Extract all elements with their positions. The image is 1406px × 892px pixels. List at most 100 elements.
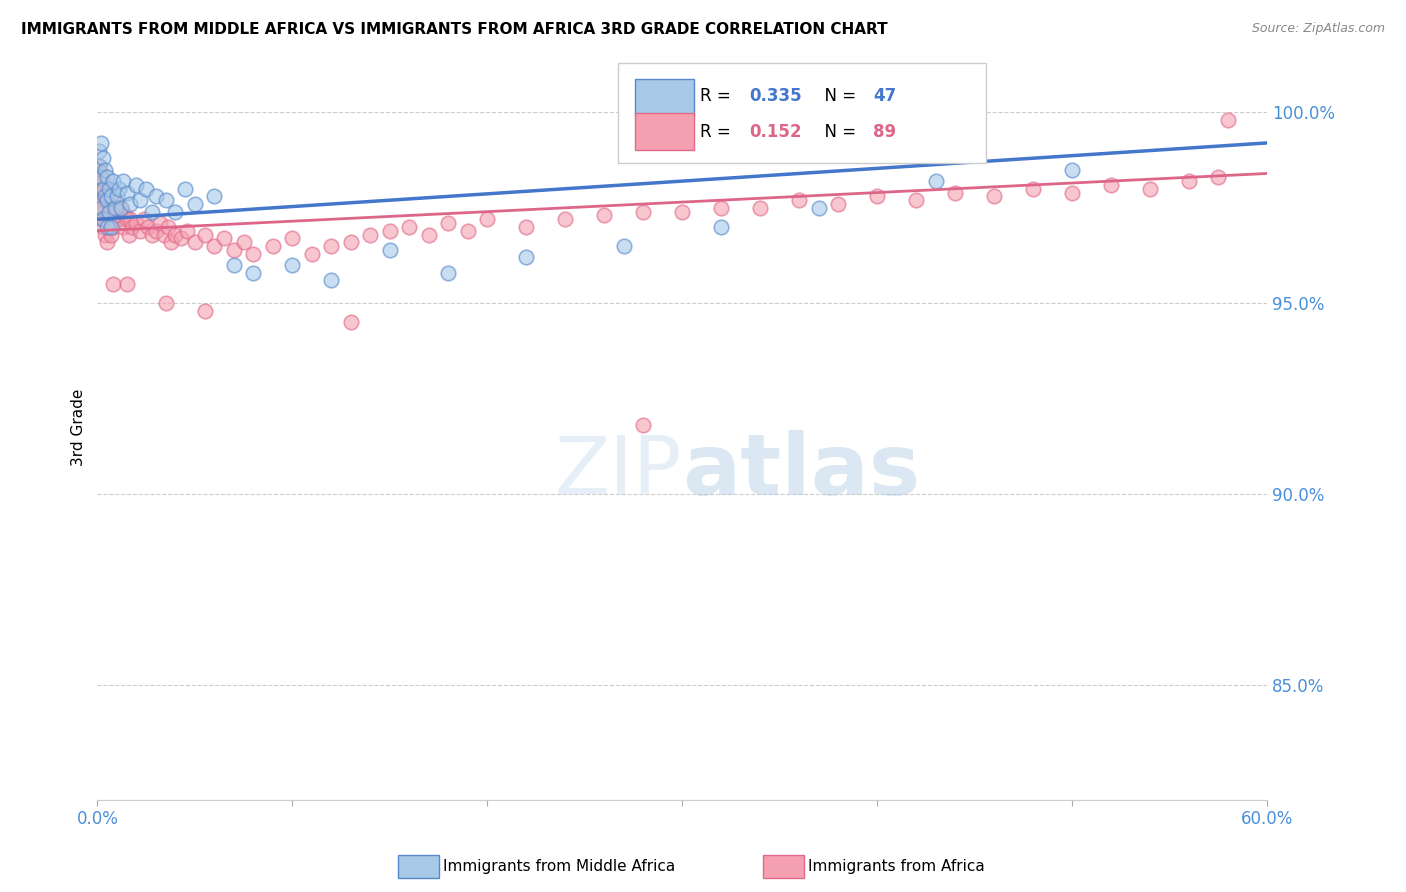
Point xyxy=(1178,174,1201,188)
Point xyxy=(89,159,111,173)
Point xyxy=(983,189,1005,203)
Point xyxy=(91,193,114,207)
Point xyxy=(437,266,460,280)
Point xyxy=(262,239,284,253)
FancyBboxPatch shape xyxy=(617,62,986,163)
Text: N =: N = xyxy=(814,87,862,105)
Point xyxy=(141,227,163,242)
Point xyxy=(202,189,225,203)
Point xyxy=(91,219,114,234)
Point xyxy=(111,219,134,234)
Point xyxy=(631,204,654,219)
Point xyxy=(91,174,114,188)
Point xyxy=(554,212,576,227)
Point xyxy=(145,224,167,238)
Point xyxy=(114,209,136,223)
Point xyxy=(184,197,207,211)
Point xyxy=(1139,182,1161,196)
Point xyxy=(827,197,849,211)
Point xyxy=(193,304,215,318)
Point xyxy=(671,204,693,219)
Point xyxy=(115,186,138,200)
FancyBboxPatch shape xyxy=(636,79,693,116)
Point xyxy=(301,246,323,260)
Point xyxy=(924,174,946,188)
Text: 47: 47 xyxy=(873,87,896,105)
Point xyxy=(100,189,122,203)
Point xyxy=(155,193,177,207)
Point xyxy=(156,219,179,234)
Point xyxy=(437,216,460,230)
Point xyxy=(807,201,830,215)
Point xyxy=(96,170,118,185)
Point xyxy=(1206,170,1229,185)
Point xyxy=(91,182,114,196)
Text: ZIP: ZIP xyxy=(555,433,682,511)
Point xyxy=(710,201,733,215)
Point xyxy=(107,212,129,227)
Point xyxy=(104,209,127,223)
Point xyxy=(100,204,122,219)
Point xyxy=(136,219,159,234)
Point xyxy=(101,174,124,188)
Text: IMMIGRANTS FROM MIDDLE AFRICA VS IMMIGRANTS FROM AFRICA 3RD GRADE CORRELATION CH: IMMIGRANTS FROM MIDDLE AFRICA VS IMMIGRA… xyxy=(21,22,887,37)
Point xyxy=(120,197,142,211)
Point xyxy=(321,239,343,253)
Point xyxy=(165,227,187,242)
Point xyxy=(787,193,810,207)
Point xyxy=(1060,186,1083,200)
Point xyxy=(281,231,304,245)
Point xyxy=(107,182,129,196)
Point xyxy=(121,219,143,234)
Point xyxy=(749,201,772,215)
Point xyxy=(115,212,138,227)
Point xyxy=(129,224,152,238)
Text: Immigrants from Middle Africa: Immigrants from Middle Africa xyxy=(443,859,675,873)
Text: N =: N = xyxy=(814,123,862,141)
Point xyxy=(202,239,225,253)
Point xyxy=(242,246,264,260)
Point xyxy=(105,201,128,215)
Point xyxy=(120,212,142,227)
Point xyxy=(125,216,148,230)
Point xyxy=(222,258,245,272)
Point xyxy=(145,189,167,203)
Point xyxy=(515,219,537,234)
Point xyxy=(89,182,111,196)
Point xyxy=(710,219,733,234)
Point xyxy=(905,193,928,207)
Point xyxy=(96,235,118,250)
Text: 0.152: 0.152 xyxy=(749,123,801,141)
Point xyxy=(242,266,264,280)
Point xyxy=(135,182,157,196)
Point xyxy=(232,235,254,250)
Point xyxy=(152,227,174,242)
Point xyxy=(339,315,361,329)
Point xyxy=(98,219,121,234)
Point xyxy=(89,201,111,215)
Point xyxy=(105,189,128,203)
Point xyxy=(96,189,118,203)
Point xyxy=(91,151,114,165)
Point xyxy=(1099,178,1122,192)
Point xyxy=(160,235,183,250)
Point xyxy=(155,296,177,310)
Text: Immigrants from Africa: Immigrants from Africa xyxy=(808,859,986,873)
Point xyxy=(141,204,163,219)
Text: 89: 89 xyxy=(873,123,896,141)
Y-axis label: 3rd Grade: 3rd Grade xyxy=(72,389,86,466)
Point xyxy=(398,219,420,234)
Point xyxy=(111,174,134,188)
Point xyxy=(378,243,401,257)
Point xyxy=(129,193,152,207)
Point xyxy=(1022,182,1045,196)
Point xyxy=(90,136,112,150)
Text: R =: R = xyxy=(700,87,735,105)
Point xyxy=(94,162,117,177)
Point xyxy=(90,166,112,180)
Point xyxy=(94,189,117,203)
Point xyxy=(100,227,122,242)
Point xyxy=(94,182,117,196)
Point xyxy=(149,216,172,230)
Point xyxy=(165,204,187,219)
